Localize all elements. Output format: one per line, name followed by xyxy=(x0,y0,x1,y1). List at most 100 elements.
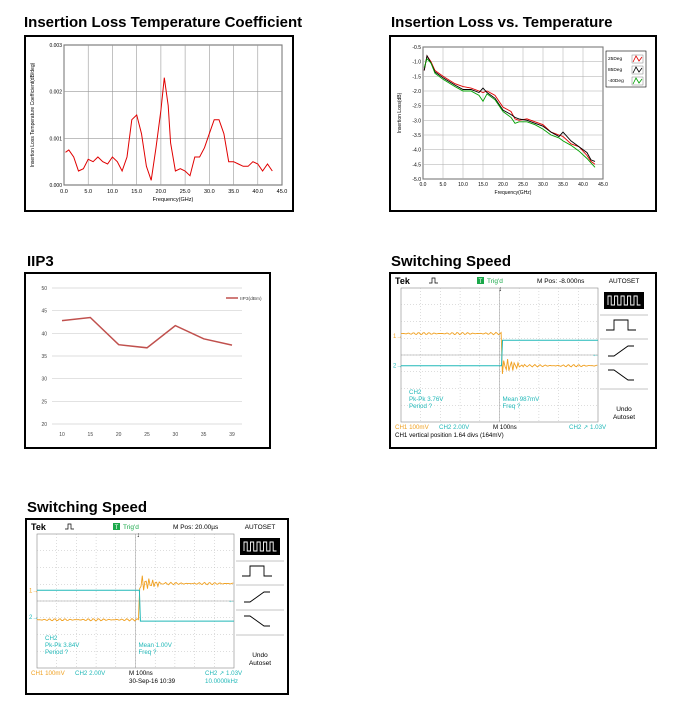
chart1-y-tick-label: 0.003 xyxy=(49,43,62,49)
scope-menu-falling-edge-icon xyxy=(608,369,634,381)
scope-meas-pkpk: Pk-Pk 3.76V xyxy=(409,396,444,403)
scope-bottom-timebase: M 100ns xyxy=(493,424,517,431)
scope-meas-period: Period ? xyxy=(409,403,433,410)
scope-undo-label: Undo xyxy=(252,652,268,659)
chart2-series-line xyxy=(423,57,596,168)
scope-mpos: M Pos: 20.00µs xyxy=(173,524,219,531)
chart3-panel: 50 45 40 35 30 25 20 10 15 20 25 30 35 39 IIP3(dBm) xyxy=(24,272,271,449)
chart3-y-tick-label: 35 xyxy=(41,354,47,360)
chart1-x-tick-label: 25.0 xyxy=(180,189,191,195)
scope-ch1-marker: 1→ xyxy=(29,588,38,594)
scope-ch1-waveform xyxy=(400,331,598,374)
scope-ch2-waveform xyxy=(37,589,234,622)
chart2-x-tick-label: 25.0 xyxy=(518,182,528,188)
chart3-x-tick-label: 30 xyxy=(173,432,179,438)
chart2-y-axis-label: Insertion Loss(dB) xyxy=(397,92,403,133)
chart1-series-line xyxy=(65,77,273,181)
chart3-y-tick-label: 50 xyxy=(41,286,47,292)
scope-brand-logo: Tek xyxy=(395,276,411,286)
chart2-panel: 0.0 5.0 10.0 15.0 20.0 25.0 30.0 35.0 40.0 45.0 -0… xyxy=(389,35,657,212)
scope-menu-pulse-icon xyxy=(242,565,272,577)
chart2-y-tick-label: -2.5 xyxy=(412,104,421,110)
scope-bottom-ch1: CH1 100mV xyxy=(31,670,66,677)
chart3-y-tick-label: 30 xyxy=(41,377,47,383)
chart2-x-tick-label: 40.0 xyxy=(578,182,588,188)
chart1-plot-area xyxy=(63,44,283,186)
scope-menu-falling-edge-icon xyxy=(244,615,270,627)
chart2-x-tick-label: 30.0 xyxy=(538,182,548,188)
chart1-x-axis-label: Frequency(GHz) xyxy=(153,197,194,203)
chart1-x-tick-label: 20.0 xyxy=(156,189,167,195)
chart2-title: Insertion Loss vs. Temperature xyxy=(391,14,613,31)
chart2-x-tick-label: 10.0 xyxy=(458,182,468,188)
scope-meas-mean: Mean 987mV xyxy=(503,396,541,403)
scope-ch2-marker: 2→ xyxy=(29,615,38,621)
chart2-legend-label: 85Deg xyxy=(608,67,622,73)
chart3-x-tick-label: 35 xyxy=(201,432,207,438)
chart1-y-axis-label: Insertion Loss Temperature Coefficient(d… xyxy=(30,62,36,167)
chart2-y-tick-label: -1.0 xyxy=(412,60,421,66)
chart3-x-tick-label: 10 xyxy=(59,432,65,438)
scope-meas-channel: CH2 xyxy=(409,389,422,396)
chart1-x-tick-label: 5.0 xyxy=(84,189,92,195)
scope-meas-pkpk: Pk-Pk 3.84V xyxy=(45,642,80,649)
scope-ch2-marker: 2→ xyxy=(393,364,402,370)
chart1-svg: 0.0 5.0 10.0 15.0 20.0 25.0 30.0 35.0 40.0 45.0 0.… xyxy=(30,43,287,203)
scope-ch2-waveform xyxy=(401,339,598,367)
scope-autoset-label: AUTOSET xyxy=(609,278,640,285)
chart3-title: IIP3 xyxy=(27,253,54,270)
chart1-x-tick-label: 40.0 xyxy=(252,189,263,195)
scope-ch1-waveform xyxy=(36,575,234,622)
chart1-x-tick-label: 15.0 xyxy=(131,189,142,195)
chart1-y-tick-label: 0.002 xyxy=(49,90,62,96)
scope-meas-freq: Freq ? xyxy=(139,649,157,656)
scope-bottom-timebase: M 100ns xyxy=(129,670,153,677)
chart2-y-tick-label: -0.5 xyxy=(412,45,421,51)
scope-bottom-ch2: CH2 2.00V xyxy=(75,670,106,677)
scope-acquire-icon xyxy=(65,523,74,530)
scope-trigger-status: Trig'd xyxy=(487,278,503,285)
chart2-x-tick-label: 20.0 xyxy=(498,182,508,188)
scope1-svg: Tek T Trig'd M Pos: -8.000ns AUTOSET 1→ 2→ ← ↓ CH… xyxy=(393,276,648,439)
scope-trigger-letter: T xyxy=(115,525,119,531)
scope-bottom-freq: 10.0000kHz xyxy=(205,678,238,685)
scope-bottom-trigger: CH2 ↗ 1.03V xyxy=(569,424,607,431)
scope2-svg: Tek T Trig'd M Pos: 20.00µs AUTOSET 1→ 2→ ← ↓ CH2… xyxy=(29,522,284,685)
chart1-x-tick-label: 35.0 xyxy=(228,189,239,195)
chart2-plot-area xyxy=(422,46,604,180)
chart3-x-tick-label: 39 xyxy=(229,432,235,438)
chart2-x-tick-label: 45.0 xyxy=(598,182,608,188)
chart3-x-tick-label: 25 xyxy=(144,432,150,438)
chart2-y-tick-label: -3.0 xyxy=(412,118,421,124)
scope-undo-label-2: Autoset xyxy=(249,660,271,667)
chart2-legend-label: 25Deg xyxy=(608,56,622,62)
chart3-y-tick-label: 40 xyxy=(41,331,47,337)
scope-bottom-trigger: CH2 ↗ 1.03V xyxy=(205,670,243,677)
scope-brand-logo: Tek xyxy=(31,522,47,532)
chart2-y-tick-label: -2.0 xyxy=(412,89,421,95)
chart2-x-tick-label: 35.0 xyxy=(558,182,568,188)
scope-mpos: M Pos: -8.000ns xyxy=(537,278,585,285)
scope-trigger-indicator xyxy=(113,523,120,530)
chart2-legend-swatch xyxy=(632,55,643,63)
chart1-y-tick-label: 0.000 xyxy=(49,183,62,189)
chart3-legend-label: IIP3(dBm) xyxy=(240,296,262,302)
chart1-x-tick-label: 10.0 xyxy=(107,189,118,195)
scope-autoset-label: AUTOSET xyxy=(245,524,276,531)
chart1-title: Insertion Loss Temperature Coefficient xyxy=(24,14,303,31)
scope-acquire-icon xyxy=(429,277,438,284)
chart2-y-tick-label: -5.0 xyxy=(412,177,421,183)
chart2-x-tick-label: 0.0 xyxy=(420,182,427,188)
scope-trigger-indicator xyxy=(477,277,484,284)
scope-bottom-ch1: CH1 100mV xyxy=(395,424,430,431)
scope-menu-multicycle-icon xyxy=(607,295,641,306)
chart3-y-tick-label: 20 xyxy=(41,422,47,428)
chart3-x-tick-label: 20 xyxy=(116,432,122,438)
chart2-y-tick-label: -1.5 xyxy=(412,74,421,80)
chart3-series-line xyxy=(61,316,233,349)
scope-meas-channel: CH2 xyxy=(45,635,58,642)
chart2-svg: 0.0 5.0 10.0 15.0 20.0 25.0 30.0 35.0 40.0 45.0 -0… xyxy=(397,45,647,196)
scope2-title: Switching Speed xyxy=(27,499,148,516)
chart1-y-tick-label: 0.001 xyxy=(49,136,62,142)
scope-trigger-level-arrow: ← xyxy=(592,351,599,358)
